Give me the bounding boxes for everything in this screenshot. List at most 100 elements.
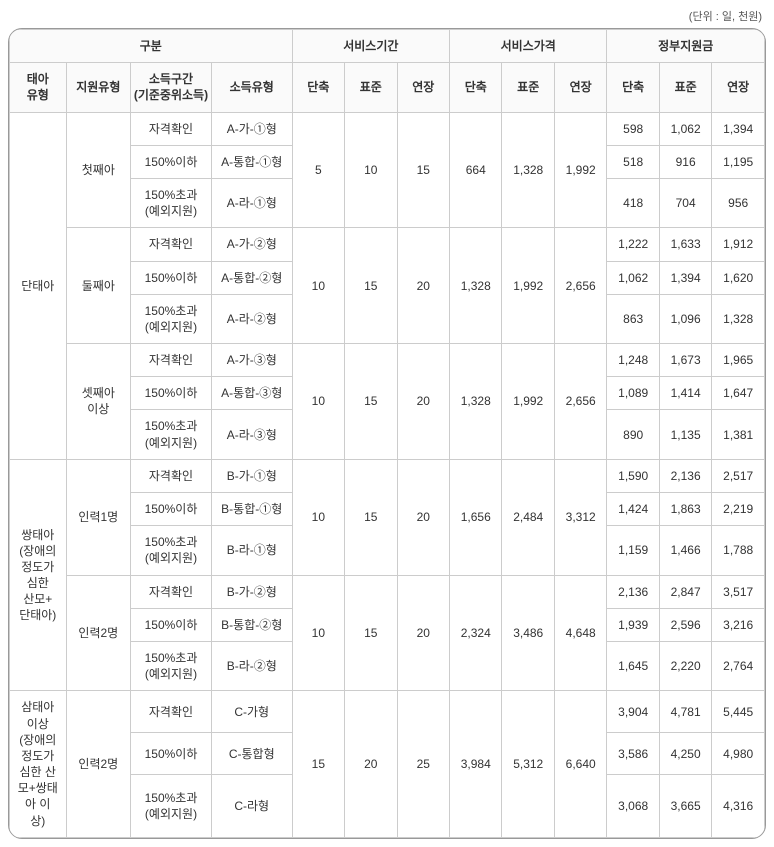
cell-subsidy: 2,596	[659, 608, 711, 641]
cell-subsidy: 1,381	[712, 410, 765, 459]
table-row: 인력2명자격확인B-가-②형1015202,3243,4864,6482,136…	[10, 575, 765, 608]
cell-incometype: C-통합형	[211, 733, 292, 775]
table-row: 삼태아이상(장애의정도가심한 산모+쌍태아 이상)인력2명자격확인C-가형152…	[10, 691, 765, 733]
cell-incomeband: 자격확인	[131, 691, 212, 733]
cell-incomeband: 자격확인	[131, 344, 212, 377]
cell-subsidy: 3,216	[712, 608, 765, 641]
cell-price: 4,648	[554, 575, 606, 691]
cell-incometype: A-라-②형	[211, 294, 292, 343]
cell-subsidy: 1,394	[712, 112, 765, 145]
cell-period: 20	[397, 228, 449, 344]
cell-price: 3,486	[502, 575, 554, 691]
unit-label: (단위 : 일, 천원)	[8, 8, 766, 24]
cell-subsidy: 1,590	[607, 459, 659, 492]
cell-price: 2,324	[450, 575, 502, 691]
cell-price: 1,328	[450, 228, 502, 344]
cell-subsidy: 4,781	[659, 691, 711, 733]
cell-subsidy: 4,250	[659, 733, 711, 775]
hdr-subsidy: 정부지원금	[607, 30, 765, 63]
cell-subsidy: 1,089	[607, 377, 659, 410]
cell-period: 15	[345, 228, 397, 344]
hdr-period: 서비스기간	[292, 30, 449, 63]
cell-subsidy: 956	[712, 178, 765, 227]
cell-incometype: B-통합-①형	[211, 493, 292, 526]
cell-subsidy: 2,220	[659, 641, 711, 690]
cell-incometype: A-통합-②형	[211, 261, 292, 294]
cell-incomeband: 150%이하	[131, 493, 212, 526]
hdr-price-std: 표준	[502, 63, 554, 112]
cell-period: 10	[292, 228, 344, 344]
hdr-fetal: 태아유형	[10, 63, 67, 112]
cell-incometype: A-통합-③형	[211, 377, 292, 410]
cell-period: 15	[292, 691, 344, 838]
cell-incometype: A-가-①형	[211, 112, 292, 145]
cell-subsidy: 1,195	[712, 145, 765, 178]
cell-subsidy: 3,665	[659, 775, 711, 838]
cell-period: 20	[397, 459, 449, 575]
cell-incometype: B-통합-②형	[211, 608, 292, 641]
cell-subsidy: 1,394	[659, 261, 711, 294]
cell-subsidy: 1,620	[712, 261, 765, 294]
cell-price: 1,656	[450, 459, 502, 575]
cell-subsidy: 1,965	[712, 344, 765, 377]
cell-price: 1,992	[502, 228, 554, 344]
cell-period: 10	[292, 575, 344, 691]
cell-period: 5	[292, 112, 344, 228]
cell-birth: 셋째아이상	[66, 344, 131, 460]
hdr-sub-ext: 연장	[712, 63, 765, 112]
cell-period: 10	[292, 344, 344, 460]
hdr-price-short: 단축	[450, 63, 502, 112]
hdr-price: 서비스가격	[450, 30, 607, 63]
cell-subsidy: 418	[607, 178, 659, 227]
cell-incomeband: 자격확인	[131, 575, 212, 608]
cell-subsidy: 2,764	[712, 641, 765, 690]
cell-birth: 인력2명	[66, 575, 131, 691]
cell-subsidy: 2,136	[607, 575, 659, 608]
cell-subsidy: 3,068	[607, 775, 659, 838]
cell-price: 6,640	[554, 691, 606, 838]
cell-incometype: A-통합-①형	[211, 145, 292, 178]
cell-incometype: B-가-①형	[211, 459, 292, 492]
cell-subsidy: 1,645	[607, 641, 659, 690]
cell-subsidy: 3,904	[607, 691, 659, 733]
cell-subsidy: 890	[607, 410, 659, 459]
cell-incometype: A-라-①형	[211, 178, 292, 227]
cell-period: 15	[397, 112, 449, 228]
cell-incomeband: 자격확인	[131, 112, 212, 145]
hdr-incomeband: 소득구간(기준중위소득)	[131, 63, 212, 112]
cell-incomeband: 150%초과(예외지원)	[131, 410, 212, 459]
cell-incometype: B-라-②형	[211, 641, 292, 690]
cell-period: 20	[397, 344, 449, 460]
cell-period: 20	[345, 691, 397, 838]
cell-incometype: A-가-②형	[211, 228, 292, 261]
cell-subsidy: 1,788	[712, 526, 765, 575]
cell-subsidy: 2,136	[659, 459, 711, 492]
cell-birth: 인력2명	[66, 691, 131, 838]
cell-subsidy: 1,466	[659, 526, 711, 575]
cell-subsidy: 1,159	[607, 526, 659, 575]
cell-incometype: B-가-②형	[211, 575, 292, 608]
cell-subsidy: 863	[607, 294, 659, 343]
cell-price: 3,984	[450, 691, 502, 838]
cell-incomeband: 자격확인	[131, 459, 212, 492]
cell-price: 1,992	[554, 112, 606, 228]
hdr-incometype: 소득유형	[211, 63, 292, 112]
hdr-period-ext: 연장	[397, 63, 449, 112]
cell-incomeband: 150%이하	[131, 261, 212, 294]
cell-subsidy: 1,096	[659, 294, 711, 343]
cell-subsidy: 1,633	[659, 228, 711, 261]
cell-subsidy: 1,135	[659, 410, 711, 459]
cell-birth: 인력1명	[66, 459, 131, 575]
cell-subsidy: 1,062	[607, 261, 659, 294]
cell-incomeband: 150%초과(예외지원)	[131, 641, 212, 690]
cell-incomeband: 150%초과(예외지원)	[131, 294, 212, 343]
cell-subsidy: 1,424	[607, 493, 659, 526]
hdr-sub-short: 단축	[607, 63, 659, 112]
cell-incometype: A-라-③형	[211, 410, 292, 459]
hdr-price-ext: 연장	[554, 63, 606, 112]
cell-incomeband: 150%초과(예외지원)	[131, 178, 212, 227]
hdr-period-std: 표준	[345, 63, 397, 112]
cell-subsidy: 4,980	[712, 733, 765, 775]
cell-birth: 둘째아	[66, 228, 131, 344]
subsidy-table: 구분 서비스기간 서비스가격 정부지원금 태아유형 지원유형 소득구간(기준중위…	[9, 29, 765, 838]
